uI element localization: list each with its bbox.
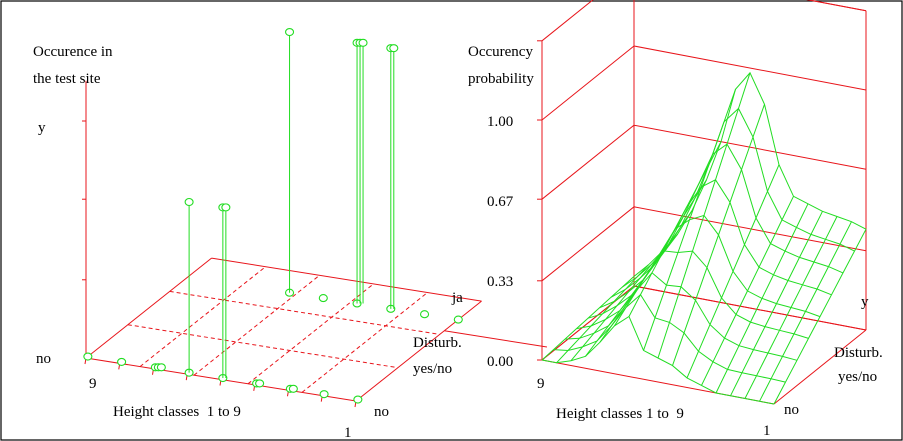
stem-chart: Occurence in the test site y no 9 1 Heig…: [33, 27, 548, 441]
stem-point: [117, 357, 127, 366]
left-ztick-no: no: [36, 351, 51, 367]
surface-line: [628, 141, 722, 317]
right-ztick-033: 0.33: [487, 274, 513, 290]
right-ytick-no: no: [784, 402, 799, 418]
stem-point: [83, 352, 93, 361]
z-grid-line: [541, 0, 594, 42]
z-grid-line: [806, 0, 867, 12]
stem-chart-points: [83, 27, 463, 404]
surface-line: [759, 221, 852, 402]
surface-line: [715, 203, 809, 394]
z-grid-line: [633, 45, 867, 91]
stem-point: [353, 395, 363, 404]
stem-point: [419, 310, 430, 319]
surface-line: [773, 228, 867, 405]
right-xtick-9: 9: [537, 376, 545, 392]
stem-point: [358, 38, 368, 47]
floor-right-edge: [773, 329, 867, 405]
surface-line: [541, 276, 635, 361]
right-ylabel-line2: yes/no: [838, 369, 877, 385]
floor-far-edge: [211, 257, 482, 302]
left-ztick-y: y: [38, 120, 46, 136]
stem-point: [156, 363, 166, 372]
stem-point: [255, 379, 265, 388]
right-ylabel-line1: Disturb.: [834, 345, 883, 361]
surface-line: [672, 104, 765, 366]
floor-ja-tick: [444, 330, 548, 348]
floor-grid-line: [139, 266, 266, 367]
surface-line: [585, 233, 678, 357]
surface-line: [686, 164, 780, 379]
surface-line: [643, 89, 736, 351]
right-xlabel: Height classes 1 to 9: [556, 406, 684, 422]
floor-back-edge: [85, 257, 212, 359]
left-ytick-ja: ja: [451, 290, 463, 306]
right-ytick-y: y: [861, 294, 869, 310]
surface-line: [730, 211, 823, 397]
right-zlabel-line2: probability: [468, 71, 534, 87]
stem-point: [184, 197, 194, 207]
floor-grid-line: [169, 290, 440, 335]
surface-line: [570, 250, 664, 362]
stem-point: [284, 27, 295, 37]
surface-line: [614, 179, 707, 327]
stem-point: [389, 44, 399, 53]
z-grid-line: [541, 206, 635, 282]
surface-line: [556, 264, 649, 364]
left-zlabel-line1: Occurence in: [33, 44, 113, 60]
floor-grid-line: [301, 292, 428, 393]
stem-point: [453, 315, 463, 324]
z-grid-line: [633, 285, 867, 331]
right-ztick-067: 0.67: [487, 194, 514, 210]
floor-grid-line: [193, 274, 320, 376]
z-grid-line: [541, 124, 635, 200]
surface-chart-axes: [537, 0, 867, 405]
stem-point: [221, 203, 231, 212]
floor-grid-line: [127, 324, 398, 369]
left-ylabel-line1: Disturb.: [413, 335, 462, 351]
z-grid-line: [633, 206, 867, 252]
surface-chart: Occurency probability 1.00 0.67 0.33 0.0…: [468, 0, 883, 439]
left-xlabel: Height classes 1 to 9: [113, 404, 241, 420]
z-grid-line: [541, 45, 635, 121]
stem-point: [288, 384, 298, 393]
floor-grid-line: [247, 283, 374, 385]
surface-mesh: [541, 71, 867, 405]
stem-point: [319, 390, 329, 399]
surface-line: [744, 216, 838, 399]
right-ztick-100: 1.00: [487, 114, 513, 130]
left-xtick-1: 1: [344, 425, 352, 441]
z-grid-line: [633, 124, 867, 170]
left-zlabel-line2: the test site: [33, 71, 101, 87]
surface-line: [701, 196, 794, 386]
stem-chart-axes: [82, 80, 548, 408]
left-xtick-9: 9: [89, 376, 97, 392]
surface-line: [657, 72, 751, 359]
right-xtick-1: 1: [763, 423, 771, 439]
left-ytick-no: no: [374, 404, 389, 420]
stem-point: [318, 294, 328, 303]
right-zlabel-line1: Occurency: [468, 44, 533, 60]
left-ylabel-line2: yes/no: [413, 361, 452, 377]
right-ztick-000: 0.00: [487, 354, 513, 370]
